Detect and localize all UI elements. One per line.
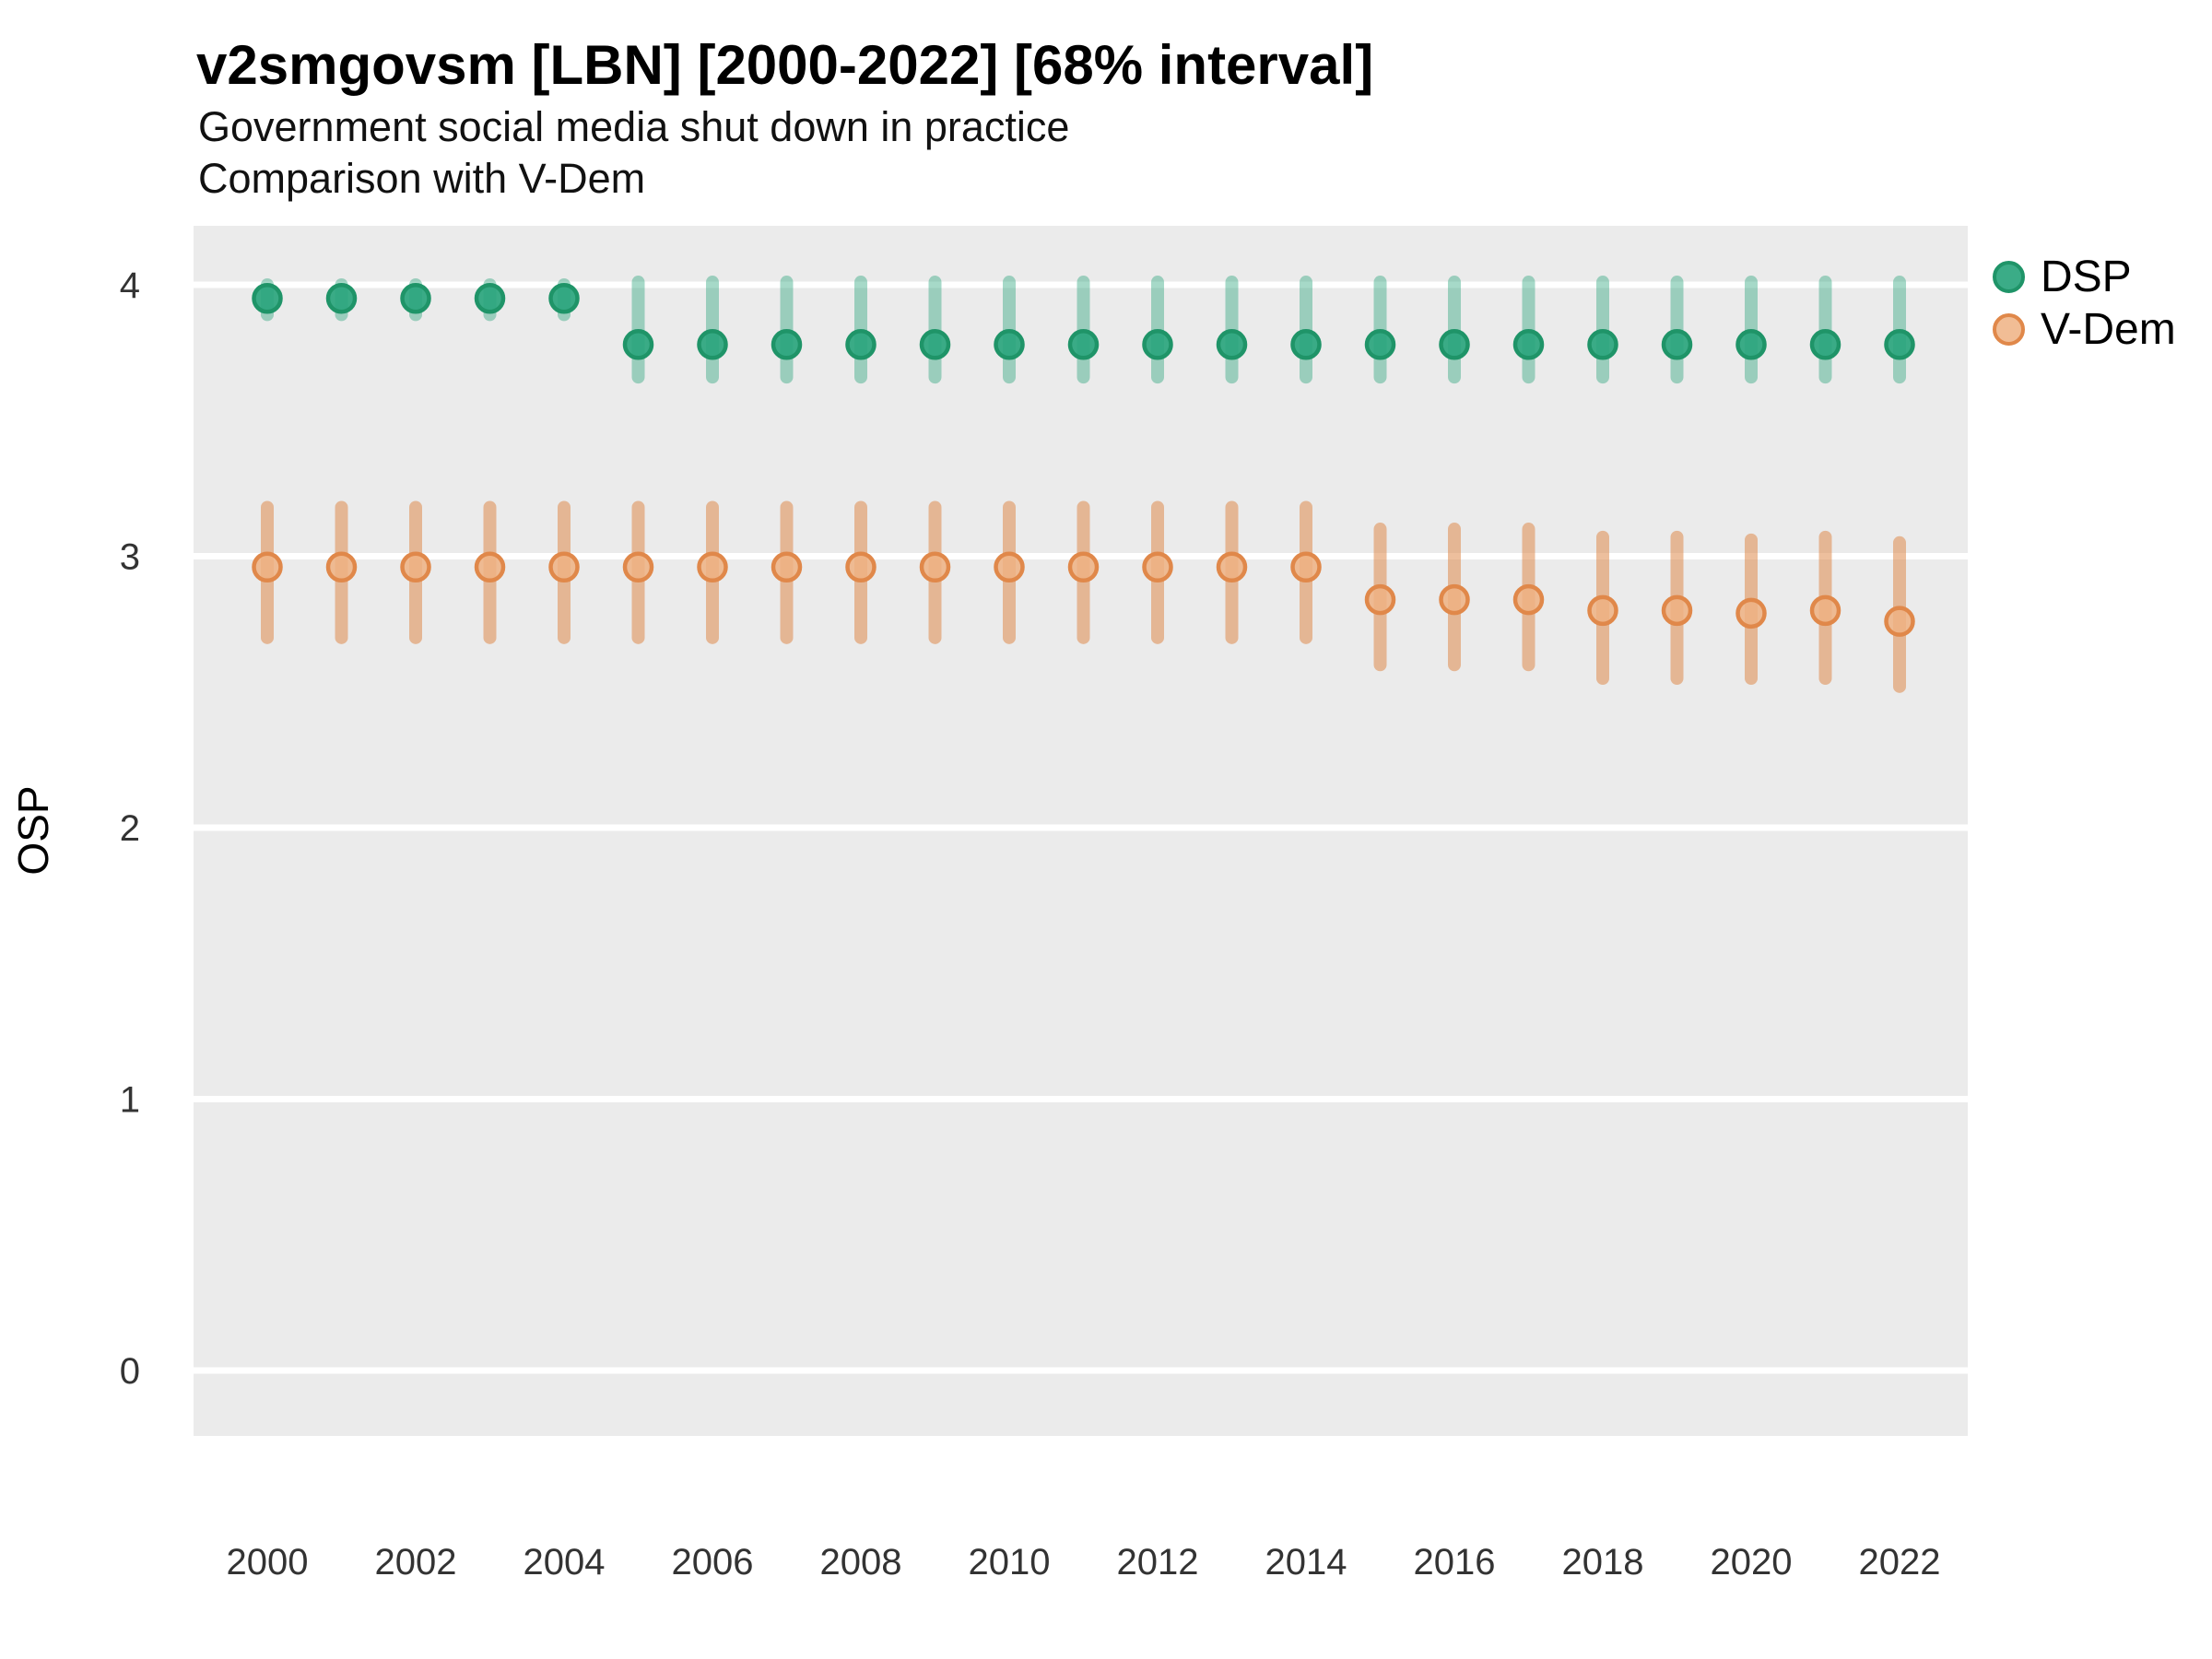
point-dsp bbox=[548, 282, 580, 314]
legend-label-dsp: DSP bbox=[2041, 253, 2132, 301]
point-vdem bbox=[1587, 594, 1618, 627]
point-dsp bbox=[1735, 329, 1767, 360]
y-tick-label: 3 bbox=[120, 537, 140, 578]
point-vdem bbox=[400, 551, 431, 583]
point-dsp bbox=[1587, 329, 1618, 360]
x-tick-label: 2010 bbox=[969, 1542, 1051, 1583]
point-dsp bbox=[1364, 329, 1396, 360]
point-dsp bbox=[697, 329, 728, 360]
page-subtitle-line1: Government social media shut down in pra… bbox=[198, 103, 1070, 150]
point-dsp bbox=[1884, 329, 1915, 360]
y-tick-label: 2 bbox=[120, 808, 140, 849]
x-tick-label: 2012 bbox=[1117, 1542, 1199, 1583]
point-dsp bbox=[771, 329, 803, 360]
point-dsp bbox=[252, 282, 283, 314]
point-dsp bbox=[845, 329, 877, 360]
y-tick-label: 0 bbox=[120, 1351, 140, 1392]
point-dsp bbox=[1216, 329, 1248, 360]
legend: DSP V-Dem bbox=[1993, 251, 2176, 356]
legend-key-dsp-circle-icon bbox=[1993, 261, 2025, 293]
point-vdem bbox=[1290, 551, 1322, 583]
x-tick-label: 2006 bbox=[672, 1542, 754, 1583]
x-tick-label: 2018 bbox=[1562, 1542, 1644, 1583]
point-vdem bbox=[1067, 551, 1100, 583]
point-vdem bbox=[1884, 606, 1915, 637]
point-vdem bbox=[1735, 597, 1767, 629]
point-vdem bbox=[1661, 594, 1693, 627]
point-vdem bbox=[548, 551, 580, 583]
page-title: v2smgovsm [LBN] [2000-2022] [68% interva… bbox=[196, 34, 1374, 96]
point-vdem bbox=[1809, 594, 1841, 627]
legend-label-vdem: V-Dem bbox=[2041, 305, 2176, 354]
point-dsp bbox=[1809, 329, 1841, 360]
point-dsp bbox=[1439, 329, 1470, 360]
page-subtitle-line2: Comparison with V-Dem bbox=[198, 155, 646, 202]
x-tick-label: 2004 bbox=[524, 1542, 606, 1583]
point-vdem bbox=[919, 551, 951, 583]
x-tick-label: 2020 bbox=[1711, 1542, 1793, 1583]
point-vdem bbox=[252, 551, 283, 583]
x-tick-label: 2022 bbox=[1859, 1542, 1941, 1583]
y-gridline bbox=[194, 824, 1968, 831]
point-vdem bbox=[474, 551, 506, 583]
y-gridline bbox=[194, 281, 1968, 288]
y-tick-label: 1 bbox=[120, 1080, 140, 1121]
point-vdem bbox=[1216, 551, 1248, 583]
y-gridline bbox=[194, 1367, 1968, 1374]
point-dsp bbox=[919, 329, 951, 360]
point-dsp bbox=[1512, 329, 1545, 360]
point-vdem bbox=[994, 551, 1025, 583]
x-tick-label: 2008 bbox=[820, 1542, 902, 1583]
point-dsp bbox=[1142, 329, 1173, 360]
point-dsp bbox=[622, 329, 654, 360]
x-tick-label: 2014 bbox=[1265, 1542, 1347, 1583]
point-dsp bbox=[400, 282, 431, 314]
x-tick-label: 2016 bbox=[1414, 1542, 1496, 1583]
point-vdem bbox=[697, 551, 728, 583]
point-dsp bbox=[474, 282, 506, 314]
point-dsp bbox=[1661, 329, 1693, 360]
x-tick-label: 2000 bbox=[227, 1542, 309, 1583]
point-vdem bbox=[622, 551, 654, 583]
point-vdem bbox=[1142, 551, 1173, 583]
x-tick-label: 2002 bbox=[375, 1542, 457, 1583]
y-gridline bbox=[194, 1096, 1968, 1102]
y-axis-title: OSP bbox=[9, 785, 57, 875]
point-dsp bbox=[1067, 329, 1100, 360]
legend-key-vdem-circle-icon bbox=[1993, 313, 2025, 346]
point-vdem bbox=[1364, 583, 1396, 616]
legend-item-dsp: DSP bbox=[1993, 251, 2176, 303]
point-dsp bbox=[994, 329, 1025, 360]
legend-item-vdem: V-Dem bbox=[1993, 303, 2176, 356]
point-dsp bbox=[1290, 329, 1322, 360]
point-vdem bbox=[1439, 583, 1470, 616]
point-vdem bbox=[325, 551, 358, 583]
point-vdem bbox=[1512, 583, 1545, 616]
point-vdem bbox=[845, 551, 877, 583]
point-vdem bbox=[771, 551, 803, 583]
y-tick-label: 4 bbox=[120, 265, 140, 306]
point-dsp bbox=[325, 282, 358, 314]
